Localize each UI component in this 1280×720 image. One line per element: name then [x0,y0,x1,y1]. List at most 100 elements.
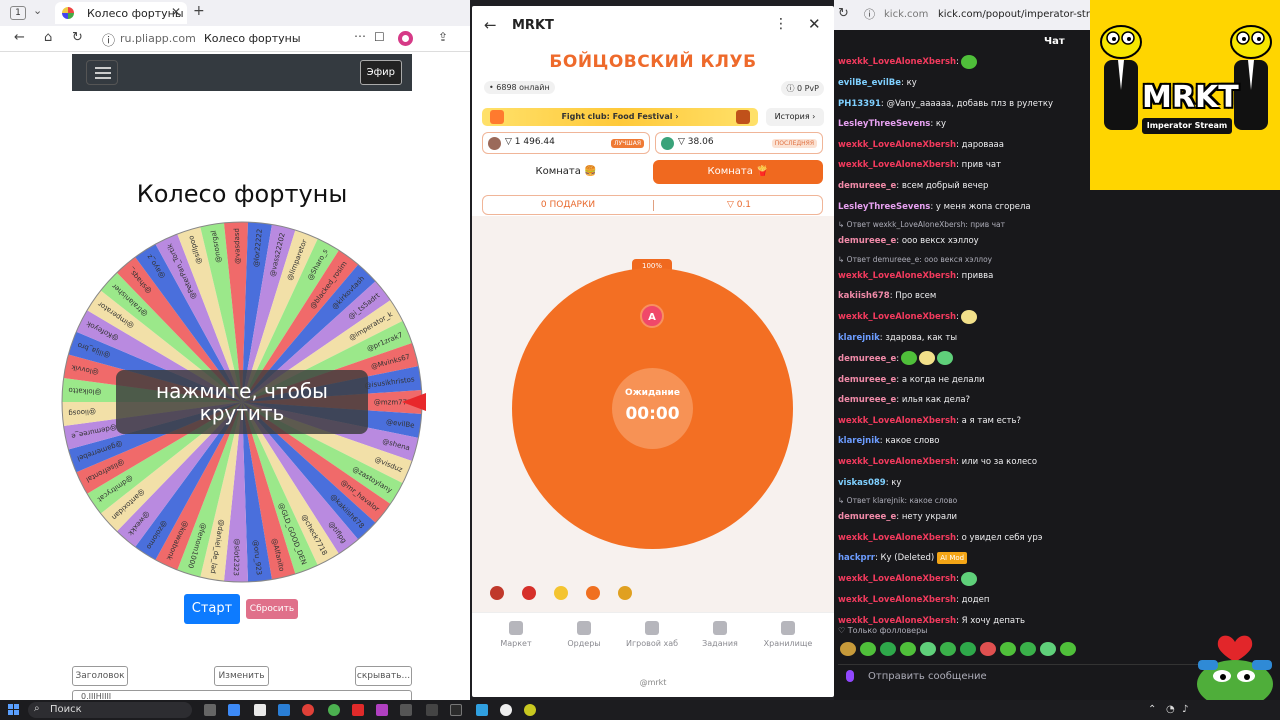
site-info-icon[interactable]: ⓘ [864,8,875,21]
chat-username[interactable]: evilBe_evilBe [838,78,902,88]
chat-username[interactable]: wexkk_LoveAloneXbersh [838,160,957,171]
emote-picker-icon[interactable] [920,642,936,656]
chat-message[interactable]: demureee_e: илья как дела? [838,392,1090,408]
nav-tasks[interactable]: Задания [685,621,755,648]
hide-button[interactable]: скрывать... [355,666,412,686]
taskbar-search[interactable]: ⌕ Поиск [28,702,192,718]
edit-button[interactable]: Изменить [214,666,269,686]
tray-arrow-icon[interactable]: ⌃ [1148,704,1157,715]
more-icon[interactable]: ⋯ [354,29,366,43]
chat-username[interactable]: demureee_e [838,353,897,364]
chat-message[interactable]: demureee_e: ооо вексх хэллоу [838,233,1090,249]
reload-icon[interactable]: ↻ [72,30,83,45]
back-icon[interactable]: ← [14,30,25,45]
chat-message[interactable]: hackprr: Ку (Deleted) AI Mod [838,550,1090,566]
party-icon[interactable] [618,586,632,600]
store-icon[interactable] [278,704,290,716]
emote-picker-icon[interactable] [940,642,956,656]
emote-picker-icon[interactable] [1060,642,1076,656]
close-icon[interactable]: ✕ [170,5,181,19]
chat-username[interactable]: demureee_e [838,374,897,385]
app-icon[interactable] [524,704,536,716]
chat-message[interactable]: wexkk_LoveAloneXbersh: или чо за колесо [838,454,1090,470]
names-input[interactable]: 0.IIIHIIII [72,690,412,700]
chat-message[interactable]: wexkk_LoveAloneXbersh: [838,309,1090,325]
chat-message[interactable]: wexkk_LoveAloneXbersh: а я там есть? [838,413,1090,429]
chat-username[interactable]: wexkk_LoveAloneXbersh [838,415,957,426]
app-icon[interactable] [426,704,438,716]
tab-wheel[interactable]: Колесо фортуны ✕ [55,2,187,24]
url-host[interactable]: ru.pliapp.com [120,32,196,45]
chat-message[interactable]: wexkk_LoveAloneXbersh: Я хочу депать [838,613,1090,629]
emote-picker-icon[interactable] [1000,642,1016,656]
history-button[interactable]: История › [766,108,824,126]
chat-username[interactable]: wexkk_LoveAloneXbersh [838,312,957,322]
url-path[interactable]: kick.com/popout/imperator-stream [938,9,1112,20]
app-icon[interactable] [376,704,388,716]
browser-icon[interactable] [500,704,512,716]
reset-button[interactable]: Сбросить [246,599,298,619]
menu-icon[interactable] [86,60,118,85]
chat-message[interactable]: evilBe_evilBe: ку [838,75,1090,91]
chat-username[interactable]: klarejnik [838,333,880,343]
opera-icon[interactable] [302,704,314,716]
chat-username[interactable]: hackprr [838,553,875,564]
chat-username[interactable]: klarejnik [838,436,880,447]
tab-room-fries[interactable]: Комната 🍟 [653,160,823,184]
angry-icon[interactable] [522,586,536,600]
nav-orders[interactable]: Ордеры [549,621,619,648]
chat-message[interactable]: kakiish678: Про всем [838,288,1090,304]
emote-picker-icon[interactable] [880,642,896,656]
chat-message[interactable]: klarejnik: какое слово [838,433,1090,449]
title-button[interactable]: Заголовок [72,666,128,686]
chat-message[interactable]: LesleyThreeSevens: ку [838,116,1090,132]
network-icon[interactable]: ◔ [1166,704,1175,715]
new-tab-icon[interactable]: + [193,3,205,19]
chat-input[interactable]: Отправить сообщение [838,664,1198,688]
chat-message[interactable]: demureee_e: а когда не делали [838,372,1090,388]
url-host[interactable]: kick.com [884,9,929,20]
chat-message[interactable]: wexkk_LoveAloneXbersh: [838,54,1090,70]
chat-username[interactable]: demureee_e [838,512,897,523]
bot-handle[interactable]: @mrkt [639,678,667,687]
telegram-icon[interactable] [476,704,488,716]
chat-username[interactable]: LesleyThreeSevens [838,119,931,130]
nav-market[interactable]: Маркет [481,621,551,648]
chat-message[interactable]: klarejnik: здарова, как ты [838,330,1090,346]
emote-picker-icon[interactable] [840,642,856,656]
chat-username[interactable]: wexkk_LoveAloneXbersh [838,457,957,467]
chat-message[interactable]: wexkk_LoveAloneXbersh: о увидел себя урэ [838,530,1090,546]
best-price-card[interactable]: ▽ 1 496.44 ЛУЧШАЯ [482,132,650,154]
chat-username[interactable]: wexkk_LoveAloneXbersh [838,615,957,626]
efir-button[interactable]: Эфир [359,60,402,85]
nav-storage[interactable]: Хранилище [753,621,823,648]
chat-username[interactable]: wexkk_LoveAloneXbersh [838,574,957,584]
gifts-bar[interactable]: 0 ПОДАРКИ ▽ 0.1 [482,195,823,215]
chat-username[interactable]: LesleyThreeSevens [838,201,931,212]
last-price-card[interactable]: ▽ 38.06 ПОСЛЕДНЯЯ [655,132,823,154]
emote-picker-icon[interactable] [980,642,996,656]
chat-message[interactable]: wexkk_LoveAloneXbersh: прив чат [838,157,1090,173]
chat-username[interactable]: demureee_e [838,395,897,406]
back-icon[interactable]: ← [484,16,497,34]
explorer-icon[interactable] [254,704,266,716]
task-view-icon[interactable] [204,704,216,716]
chat-message[interactable]: demureee_e: нету украли [838,509,1090,525]
emote-picker-icon[interactable] [1040,642,1056,656]
chat-message[interactable]: LesleyThreeSevens: у меня жопа сгорела [838,199,1090,215]
chrome-icon[interactable] [328,704,340,716]
microphone-icon[interactable] [846,670,854,682]
smile-icon[interactable] [554,586,568,600]
close-icon[interactable]: ✕ [808,15,821,33]
app-icon[interactable] [450,704,462,716]
chat-message[interactable]: PH13391: @Vany_aaaaaa, добавь плз в руле… [838,96,1090,112]
emote-picker-icon[interactable] [960,642,976,656]
chat-username[interactable]: PH13391 [838,98,881,109]
url-page-title[interactable]: Колесо фортуны [204,32,301,45]
start-button[interactable]: Старт [184,594,240,624]
extension-icon[interactable] [398,31,413,46]
chat-message[interactable]: demureee_e: [838,351,1090,367]
spin-overlay[interactable]: нажмите, чтобы крутить [116,370,368,434]
volume-icon[interactable]: ♪ [1182,704,1189,715]
chat-message[interactable]: viskas089: ку [838,475,1090,491]
